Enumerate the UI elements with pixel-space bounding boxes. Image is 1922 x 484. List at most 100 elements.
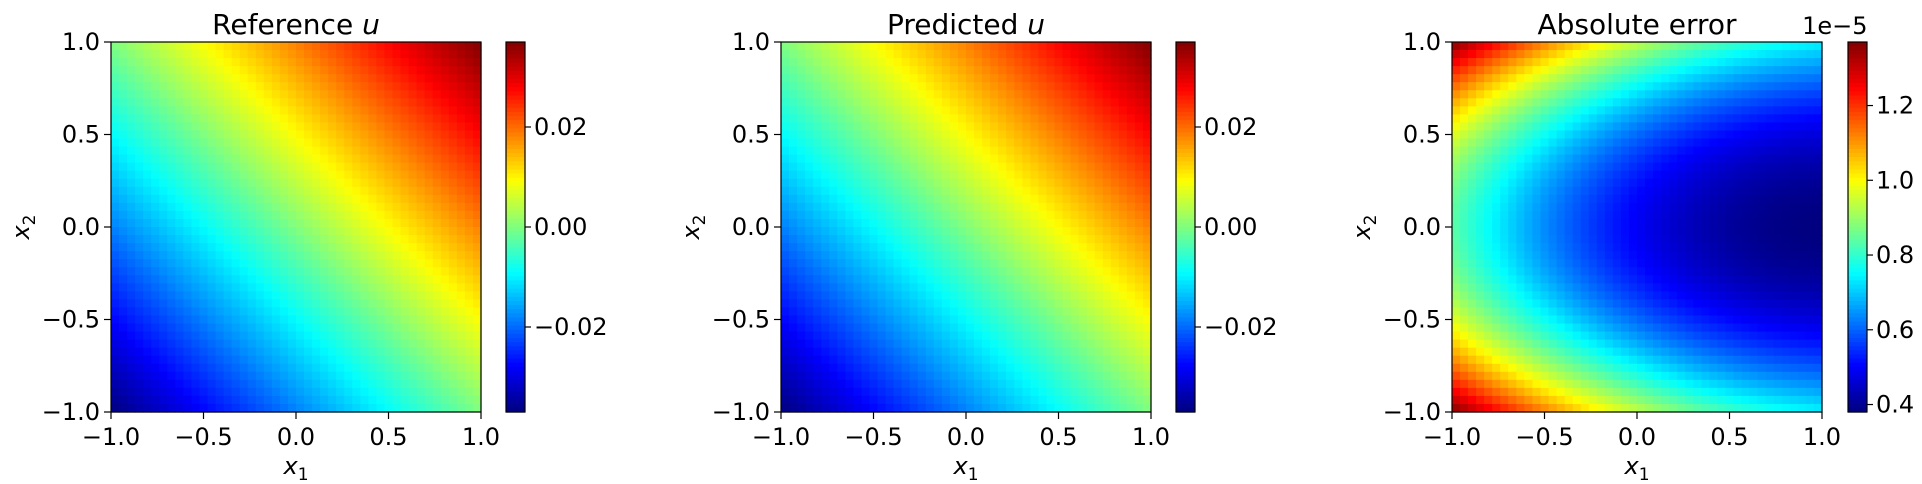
heatmap-cell <box>966 235 975 244</box>
heatmap-cell <box>352 202 361 212</box>
heatmap-cell <box>941 387 951 397</box>
heatmap-cell <box>1452 50 1461 59</box>
heatmap-cell <box>917 186 927 196</box>
heatmap-cell <box>175 315 184 325</box>
heatmap-cell <box>119 202 128 212</box>
heatmap-cell <box>151 210 160 220</box>
heatmap-cell <box>344 299 353 309</box>
heatmap-cell <box>877 130 887 140</box>
heatmap-cell <box>271 291 281 300</box>
heatmap-cell <box>408 259 418 268</box>
heatmap-cell <box>1484 138 1493 148</box>
heatmap-cell <box>215 74 225 83</box>
heatmap-cell <box>1452 130 1461 140</box>
heatmap-cell <box>1030 395 1039 405</box>
heatmap-cell <box>966 218 975 228</box>
heatmap-cell <box>1006 50 1015 59</box>
heatmap-cell <box>853 339 863 349</box>
heatmap-cell <box>877 122 887 132</box>
heatmap-cell <box>1142 210 1152 220</box>
heatmap-cell <box>223 154 233 164</box>
heatmap-cell <box>949 403 959 413</box>
heatmap-cell <box>135 371 144 381</box>
heatmap-cell <box>151 146 160 156</box>
heatmap-cell <box>893 194 903 204</box>
heatmap-cell <box>239 114 249 124</box>
heatmap-cell <box>861 315 871 325</box>
heatmap-cell <box>352 50 361 59</box>
heatmap-cell <box>821 307 830 317</box>
colorbar-segment <box>1176 42 1195 47</box>
heatmap-cell <box>344 371 353 381</box>
heatmap-cell <box>159 403 168 413</box>
heatmap-cell <box>207 363 217 373</box>
heatmap-cell <box>925 58 935 67</box>
heatmap-cell <box>408 363 418 373</box>
heatmap-cell <box>432 347 442 357</box>
heatmap-cell <box>966 251 975 260</box>
heatmap-cell <box>320 379 329 389</box>
heatmap-cell <box>143 387 152 397</box>
heatmap-cell <box>837 347 846 357</box>
heatmap-cell <box>384 106 394 115</box>
heatmap-cell <box>982 395 991 405</box>
heatmap-cell <box>328 90 337 99</box>
heatmap-cell <box>1452 355 1461 365</box>
heatmap-cell <box>1484 315 1493 325</box>
heatmap-cell <box>1134 58 1144 67</box>
heatmap-cell <box>1126 98 1136 107</box>
heatmap-cell <box>1006 235 1015 244</box>
colorbar-segment <box>506 379 525 384</box>
colorbar-segment <box>506 350 525 356</box>
heatmap-cell <box>344 202 353 212</box>
heatmap-cell <box>990 138 999 148</box>
heatmap-cell <box>1452 403 1461 413</box>
heatmap-cell <box>119 235 128 244</box>
heatmap-cell <box>312 154 321 164</box>
heatmap-cell <box>223 267 233 276</box>
heatmap-cell <box>1134 275 1144 284</box>
heatmap-cell <box>805 275 814 284</box>
heatmap-cell <box>352 162 361 172</box>
heatmap-cell <box>885 178 895 188</box>
heatmap-cell <box>861 202 871 212</box>
heatmap-cell <box>1110 106 1120 115</box>
heatmap-cell <box>1094 227 1104 236</box>
heatmap-cell <box>207 114 217 124</box>
heatmap-cell <box>1508 90 1517 99</box>
heatmap-cell <box>917 162 927 172</box>
heatmap-cell <box>1484 202 1493 212</box>
heatmap-cell <box>909 122 919 132</box>
heatmap-cell <box>1110 251 1120 260</box>
heatmap-cell <box>821 387 830 397</box>
heatmap-cell <box>853 371 863 381</box>
heatmap-cell <box>1046 235 1056 244</box>
heatmap-cell <box>909 403 919 413</box>
heatmap-cell <box>1126 227 1136 236</box>
heatmap-cell <box>1086 170 1096 180</box>
colorbar-segment <box>506 321 525 327</box>
heatmap-cell <box>949 58 959 67</box>
heatmap-cell <box>1492 146 1501 156</box>
heatmap-cell <box>861 98 871 107</box>
heatmap-cell <box>456 267 466 276</box>
heatmap-cell <box>135 82 144 91</box>
heatmap-cell <box>1078 82 1088 91</box>
heatmap-cell <box>432 50 442 59</box>
heatmap-cell <box>1118 50 1128 59</box>
heatmap-cell <box>797 315 806 325</box>
heatmap-cell <box>1054 291 1064 300</box>
heatmap-cell <box>1460 259 1469 268</box>
heatmap-cell <box>982 66 991 75</box>
heatmap-cell <box>392 170 402 180</box>
heatmap-cell <box>998 82 1007 91</box>
heatmap-cell <box>853 283 863 292</box>
heatmap-cell <box>119 74 128 83</box>
heatmap-cell <box>1484 275 1493 284</box>
heatmap-cell <box>296 106 305 115</box>
heatmap-cell <box>1452 162 1461 172</box>
heatmap-cell <box>1118 106 1128 115</box>
colorbar-segment <box>1176 251 1195 257</box>
heatmap-cell <box>464 403 474 413</box>
heatmap-cell <box>464 74 474 83</box>
